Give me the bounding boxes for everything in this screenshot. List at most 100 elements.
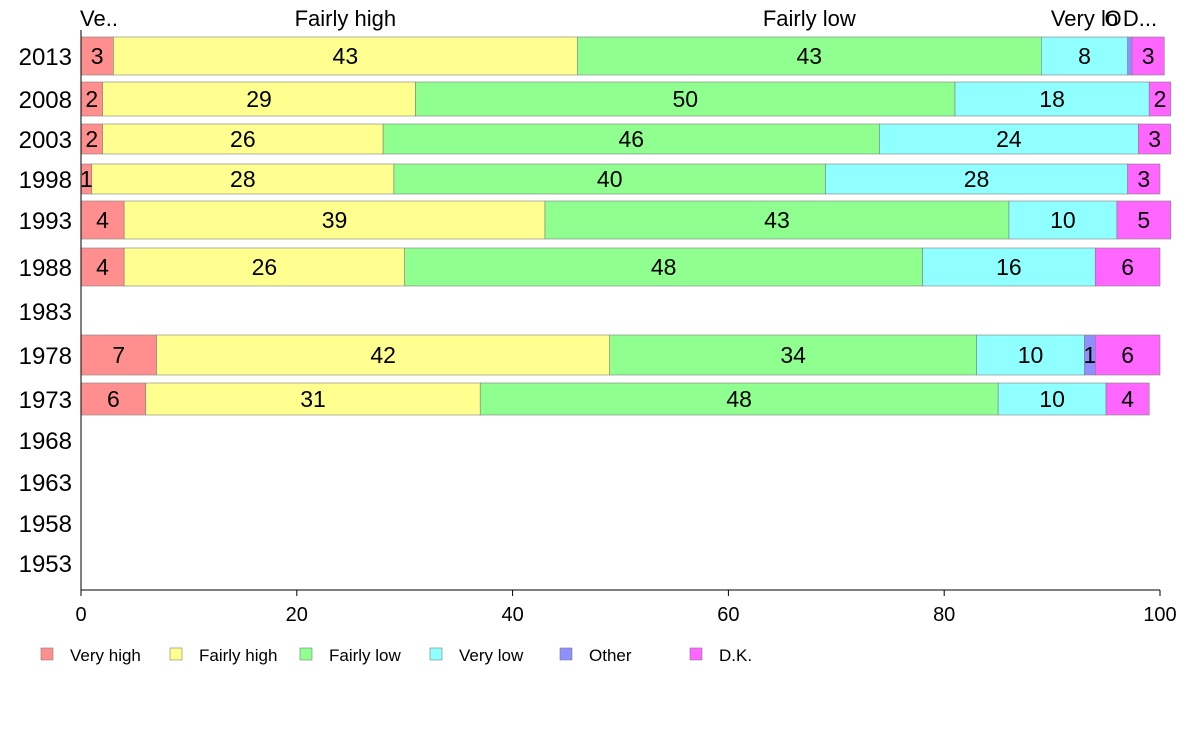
category-label-1953: 1953 [19, 551, 72, 578]
top-label-0: Ve.. [80, 6, 118, 31]
bar-1993-d-k- [1116, 200, 1172, 240]
top-label-5: D... [1123, 6, 1157, 31]
bar-2008-very-low [954, 81, 1150, 117]
category-label-1998: 1998 [19, 167, 72, 194]
data-label-1973-fairly-low: 48 [726, 386, 752, 412]
x-tick-label-80: 80 [933, 604, 955, 626]
bar-1998-fairly-high [91, 163, 395, 195]
data-label-1988-d-k-: 6 [1121, 254, 1134, 280]
data-label-1993-fairly-low: 43 [764, 207, 790, 233]
data-label-1993-very-low: 10 [1050, 207, 1076, 233]
data-label-2013-fairly-high: 43 [333, 43, 359, 69]
bar-1973-very-high [80, 382, 147, 416]
bar-2013-very-low [1041, 36, 1128, 76]
data-label-1998-very-high: 1 [80, 166, 93, 192]
data-label-1993-d-k-: 5 [1137, 207, 1150, 233]
legend-swatch-fairly-high [169, 647, 183, 661]
legend-label-very-high: Very high [70, 646, 141, 665]
legend-label-very-low: Very low [459, 646, 524, 665]
data-label-2003-very-high: 2 [85, 126, 98, 152]
x-tick-label-0: 0 [75, 604, 86, 626]
data-label-2013-very-low: 8 [1078, 43, 1091, 69]
data-label-1988-very-low: 16 [996, 254, 1022, 280]
bar-1973-fairly-low [479, 382, 999, 416]
data-label-1998-fairly-high: 28 [230, 166, 256, 192]
data-label-1998-very-low: 28 [964, 166, 990, 192]
bar-1978-very-low [976, 334, 1085, 376]
data-label-1978-very-low: 10 [1018, 342, 1044, 368]
data-label-2003-very-low: 24 [996, 126, 1022, 152]
data-label-2008-very-low: 18 [1039, 86, 1065, 112]
data-label-1988-fairly-high: 26 [252, 254, 278, 280]
legend-swatch-very-low [429, 647, 443, 661]
bar-1998-fairly-low [393, 163, 826, 195]
data-label-1973-very-low: 10 [1039, 386, 1065, 412]
data-label-1993-fairly-high: 39 [322, 207, 348, 233]
data-label-1993-very-high: 4 [96, 207, 109, 233]
data-label-2003-fairly-high: 26 [230, 126, 256, 152]
data-label-1973-very-high: 6 [107, 386, 120, 412]
data-label-1978-fairly-low: 34 [780, 342, 806, 368]
bar-1988-very-high [80, 247, 125, 287]
data-label-2013-fairly-low: 43 [797, 43, 823, 69]
data-label-1973-fairly-high: 31 [300, 386, 326, 412]
data-label-2008-fairly-low: 50 [672, 86, 698, 112]
data-label-1978-other: 1 [1083, 342, 1096, 368]
data-label-1998-d-k-: 3 [1137, 166, 1150, 192]
x-tick-label-20: 20 [286, 604, 308, 626]
data-label-1973-d-k-: 4 [1121, 386, 1134, 412]
bar-1988-d-k- [1094, 247, 1161, 287]
bar-1973-d-k- [1105, 382, 1150, 416]
bar-2003-fairly-low [382, 123, 880, 155]
x-tick-label-60: 60 [717, 604, 739, 626]
bar-2003-fairly-high [102, 123, 384, 155]
data-label-1988-fairly-low: 48 [651, 254, 677, 280]
bar-2003-very-low [879, 123, 1139, 155]
top-label-4: O [1104, 6, 1121, 31]
bar-1998-d-k- [1127, 163, 1161, 195]
data-label-1978-fairly-high: 42 [370, 342, 396, 368]
data-label-2008-fairly-high: 29 [246, 86, 272, 112]
top-label-3: Very lo [1051, 6, 1118, 31]
bar-1978-fairly-low [609, 334, 977, 376]
legend-label-fairly-low: Fairly low [329, 646, 402, 665]
data-label-2003-fairly-low: 46 [618, 126, 644, 152]
category-label-1983: 1983 [19, 299, 72, 326]
legend-label-fairly-high: Fairly high [199, 646, 277, 665]
category-label-1978: 1978 [19, 343, 72, 370]
bar-1978-fairly-high [156, 334, 611, 376]
data-label-1978-d-k-: 6 [1121, 342, 1134, 368]
bar-2003-d-k- [1138, 123, 1172, 155]
data-label-2008-very-high: 2 [85, 86, 98, 112]
data-label-2013-d-k-: 3 [1142, 43, 1155, 69]
legend-label-other: Other [589, 646, 632, 665]
bar-1993-fairly-high [123, 200, 546, 240]
legend-swatch-other [559, 647, 573, 661]
bar-1988-fairly-low [404, 247, 923, 287]
bar-1973-fairly-high [145, 382, 481, 416]
top-label-1: Fairly high [295, 6, 396, 31]
bar-2008-fairly-low [415, 81, 956, 117]
data-label-1978-very-high: 7 [112, 342, 125, 368]
category-label-2008: 2008 [19, 87, 72, 114]
bar-1978-d-k- [1094, 334, 1161, 376]
bar-1988-very-low [922, 247, 1096, 287]
bar-1993-very-low [1008, 200, 1118, 240]
category-label-1958: 1958 [19, 511, 72, 538]
category-label-1993: 1993 [19, 208, 72, 235]
bar-2008-fairly-high [102, 81, 416, 117]
data-label-1998-fairly-low: 40 [597, 166, 623, 192]
bar-2013-fairly-low [577, 36, 1042, 76]
bar-2008-d-k- [1148, 81, 1172, 117]
bar-1993-fairly-low [544, 200, 1010, 240]
top-label-2: Fairly low [763, 6, 856, 31]
bar-1998-very-low [825, 163, 1128, 195]
data-label-2008-d-k-: 2 [1154, 86, 1167, 112]
bar-2013-d-k- [1131, 36, 1165, 76]
x-tick-label-100: 100 [1143, 604, 1176, 626]
data-label-1988-very-high: 4 [96, 254, 109, 280]
category-label-1988: 1988 [19, 255, 72, 282]
legend-swatch-d-k- [689, 647, 703, 661]
